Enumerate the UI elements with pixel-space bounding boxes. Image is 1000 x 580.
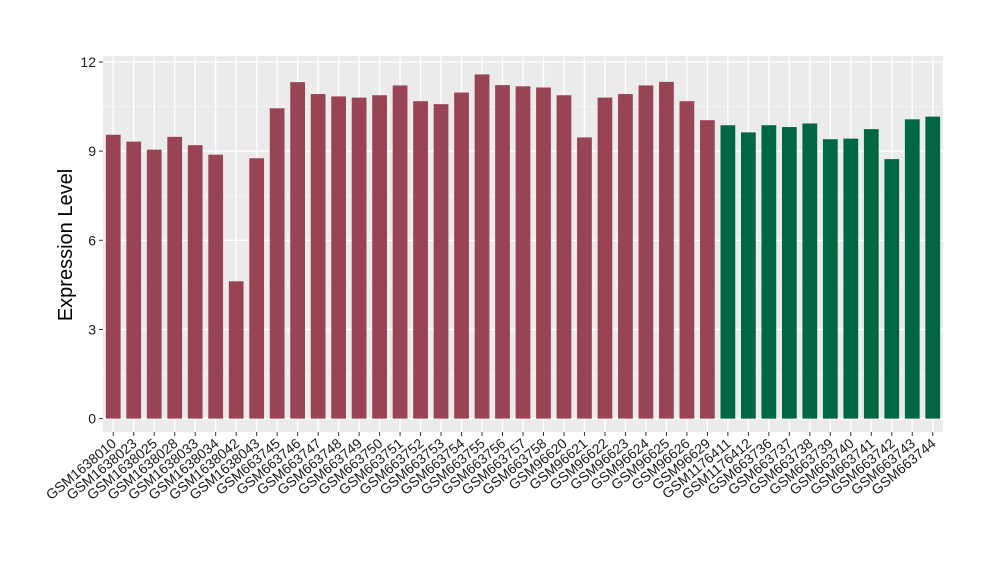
bar-GSM663755 <box>474 74 490 419</box>
bar-GSM1638033 <box>187 145 203 419</box>
bar-GSM96629 <box>700 120 715 419</box>
bar-GSM1176412 <box>740 132 756 419</box>
bar-GSM663744 <box>925 116 941 419</box>
bar-GSM663743 <box>904 119 920 419</box>
bar-GSM1638023 <box>126 141 142 419</box>
bar-GSM663746 <box>290 82 306 419</box>
y-axis-ticks: 0 3 6 9 12 <box>80 54 103 427</box>
y-tick-label: 3 <box>88 321 96 337</box>
bar-GSM1638042 <box>228 281 244 419</box>
x-axis-ticks: GSM1638010GSM1638023GSM1638025GSM1638028… <box>43 432 939 503</box>
y-tick-label: 9 <box>88 143 96 159</box>
bar-GSM1638010 <box>105 134 121 419</box>
bar-GSM663737 <box>781 127 797 419</box>
bar-GSM96621 <box>577 137 592 419</box>
bar-GSM1638043 <box>249 158 265 419</box>
bar-GSM663751 <box>392 85 408 419</box>
bar-GSM663754 <box>454 92 469 419</box>
bar-GSM96624 <box>638 85 654 419</box>
bar-GSM663750 <box>372 95 387 419</box>
bar-GSM1638028 <box>167 136 183 419</box>
y-tick-label: 12 <box>80 54 96 70</box>
bar-GSM663745 <box>269 108 285 419</box>
bar-GSM663740 <box>843 138 859 419</box>
bar-GSM663749 <box>351 97 367 419</box>
bar-GSM663739 <box>822 139 838 419</box>
bar-GSM1638034 <box>208 154 224 419</box>
bar-GSM1176411 <box>720 125 736 419</box>
bar-GSM663747 <box>310 94 326 419</box>
bar-GSM663758 <box>536 87 551 419</box>
bar-GSM96622 <box>597 97 613 419</box>
bars <box>105 74 941 419</box>
bar-GSM663752 <box>413 101 428 419</box>
bar-GSM663748 <box>331 96 346 419</box>
y-tick-label: 0 <box>88 411 96 427</box>
bar-GSM96623 <box>618 94 633 419</box>
bar-GSM663756 <box>495 85 510 419</box>
bar-GSM663742 <box>884 159 900 419</box>
y-axis-label: Expression Level <box>55 169 77 321</box>
bar-GSM663757 <box>515 86 531 419</box>
y-tick-label: 6 <box>88 232 96 248</box>
bar-GSM96625 <box>659 81 674 419</box>
bar-GSM96620 <box>556 95 572 419</box>
bar-GSM1638025 <box>146 149 162 419</box>
bar-GSM663753 <box>433 104 449 419</box>
bar-GSM96626 <box>679 101 695 419</box>
bar-GSM663738 <box>802 123 818 419</box>
bar-GSM663741 <box>863 129 879 419</box>
bar-GSM663736 <box>761 125 777 419</box>
